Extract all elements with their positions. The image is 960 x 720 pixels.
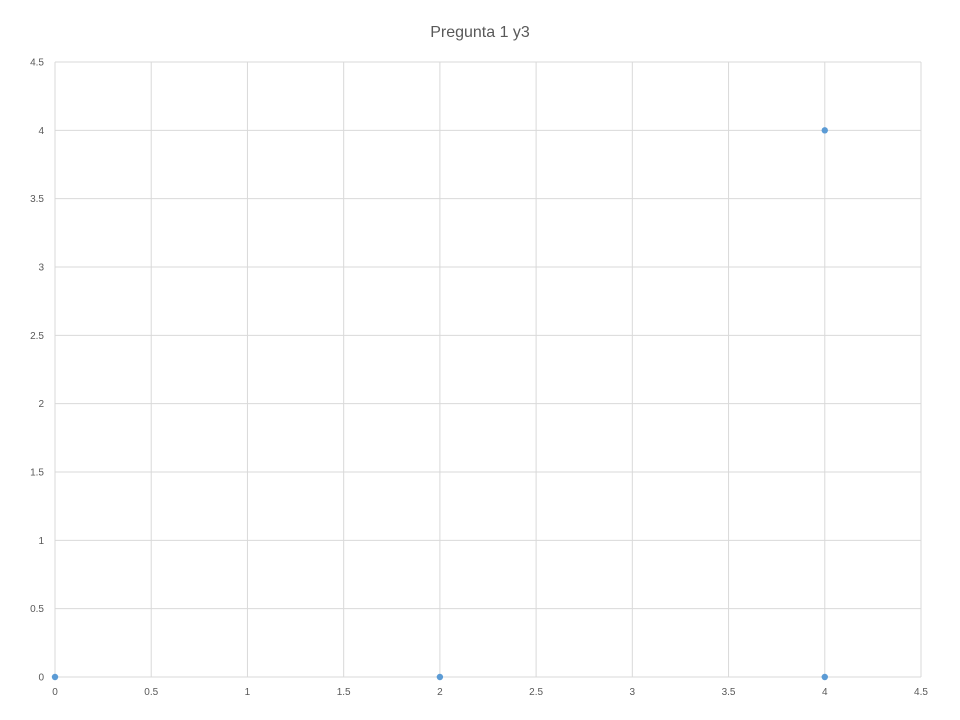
x-tick-label: 3 [630, 687, 636, 698]
y-tick-label: 1.5 [30, 468, 44, 479]
chart-title: Pregunta 1 y3 [430, 24, 530, 41]
x-tick-label: 0.5 [144, 687, 158, 698]
grid-lines [54, 61, 922, 678]
x-tick-label: 2.5 [529, 687, 543, 698]
y-tick-label: 2.5 [30, 331, 44, 342]
y-tick-label: 0.5 [30, 604, 44, 615]
y-tick-labels: 0 0.5 1 1.5 2 2.5 3 3.5 4 4.5 [30, 58, 44, 684]
x-tick-label: 1.5 [337, 687, 351, 698]
x-tick-label: 1 [245, 687, 251, 698]
y-tick-label: 4 [38, 126, 44, 137]
y-tick-label: 3 [38, 263, 44, 274]
y-tick-label: 3.5 [30, 194, 44, 205]
data-point [821, 127, 828, 134]
x-tick-label: 4.5 [914, 687, 928, 698]
x-tick-label: 4 [822, 687, 828, 698]
x-tick-labels: 0 0.5 1 1.5 2 2.5 3 3.5 4 4.5 [52, 687, 928, 698]
y-tick-label: 2 [38, 399, 44, 410]
data-points [51, 127, 828, 681]
y-tick-label: 0 [38, 673, 44, 684]
x-tick-label: 3.5 [722, 687, 736, 698]
data-point [821, 673, 828, 681]
y-tick-label: 4.5 [30, 58, 44, 69]
data-point [51, 673, 59, 681]
x-tick-label: 0 [52, 687, 58, 698]
data-point [436, 673, 444, 681]
x-tick-label: 2 [437, 687, 443, 698]
y-tick-label: 1 [38, 536, 44, 547]
